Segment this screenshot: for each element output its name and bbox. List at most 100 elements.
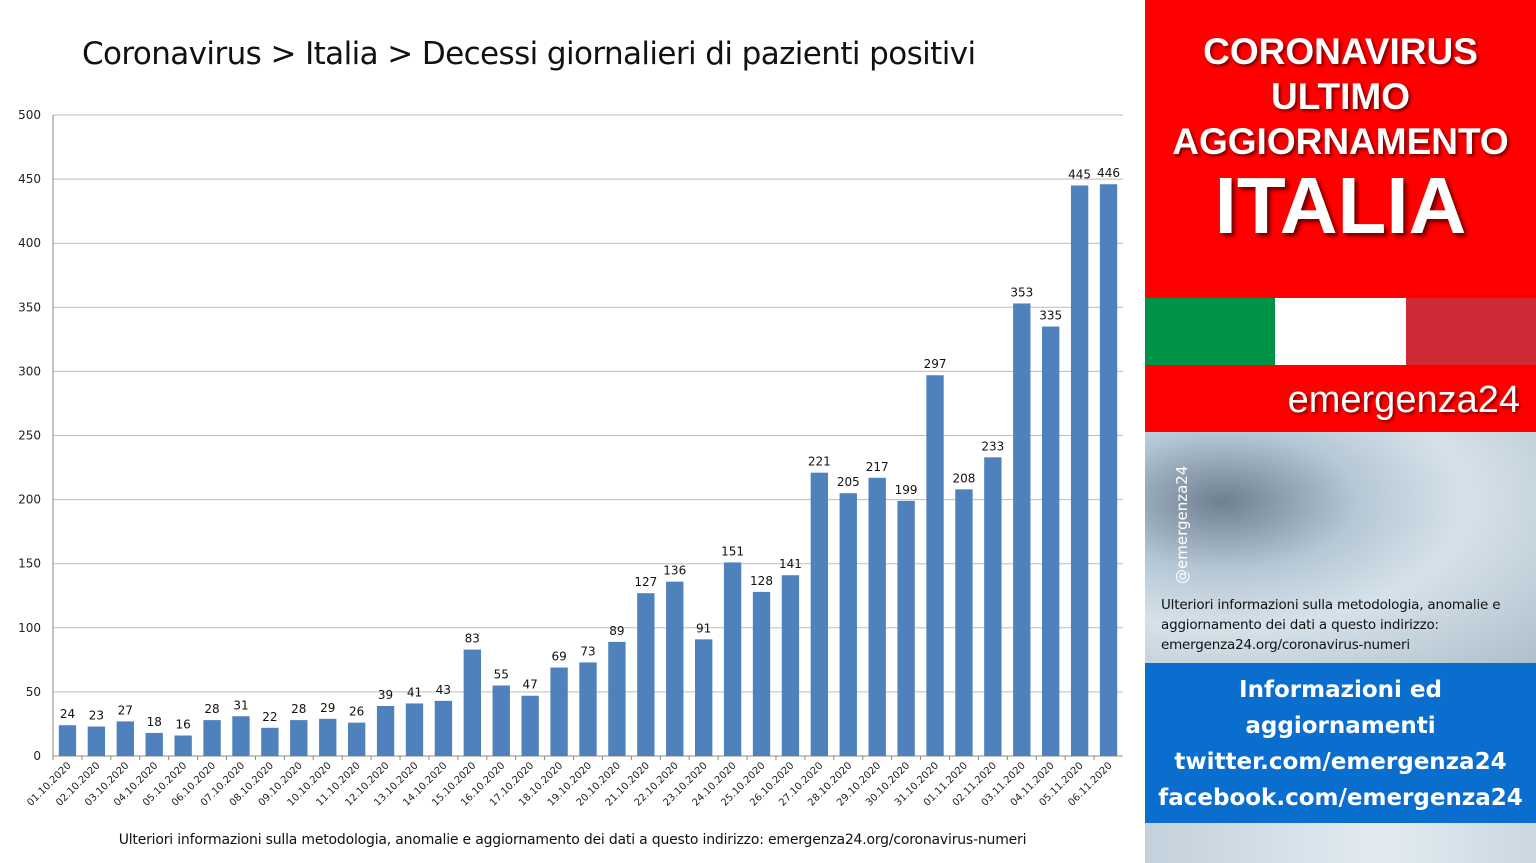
twitter-link[interactable]: twitter.com/emergenza24: [1174, 749, 1507, 775]
bar: [261, 727, 279, 756]
data-label: 28: [204, 702, 219, 716]
data-label: 18: [147, 715, 162, 729]
bar: [897, 500, 915, 756]
flag-green-stripe: [1145, 298, 1276, 365]
headline-line: AGGIORNAMENTO: [1172, 121, 1509, 162]
bar: [695, 639, 713, 756]
data-label: 217: [866, 460, 889, 474]
flag-red-stripe: [1405, 298, 1536, 365]
data-label: 151: [721, 544, 744, 558]
bar: [145, 732, 163, 756]
y-tick-label: 400: [18, 236, 41, 250]
bar: [984, 457, 1002, 756]
data-label: 23: [89, 709, 104, 723]
y-tick-label: 0: [33, 749, 41, 763]
data-label: 128: [750, 574, 773, 588]
footnote: Ulteriori informazioni sulla metodologia…: [118, 832, 1027, 848]
data-label: 41: [407, 685, 422, 699]
bar: [319, 718, 337, 756]
y-tick-label: 50: [26, 685, 41, 699]
bar: [492, 685, 510, 756]
bar: [1070, 185, 1089, 756]
bar: [116, 721, 134, 756]
bar: [839, 493, 857, 756]
y-tick-label: 450: [18, 172, 41, 186]
data-label: 141: [779, 557, 802, 571]
bar: [868, 477, 886, 756]
data-label: 127: [634, 575, 657, 589]
brand-name: emergenza24: [1145, 365, 1536, 432]
data-label: 221: [808, 455, 831, 469]
bar: [781, 575, 800, 756]
bar: [810, 472, 829, 756]
data-label: 297: [924, 357, 947, 371]
data-label: 31: [233, 698, 248, 712]
social-handle: @emergenza24: [1173, 465, 1191, 584]
data-label: 73: [580, 644, 595, 658]
bar: [608, 641, 626, 756]
bar: [434, 700, 453, 756]
info-line: aggiornamenti: [1245, 713, 1436, 739]
data-label: 47: [523, 678, 538, 692]
y-tick-label: 500: [18, 108, 41, 122]
data-label: 27: [118, 703, 133, 717]
bar: [347, 722, 366, 756]
bar: [666, 581, 684, 756]
bar: [87, 726, 106, 756]
data-label: 445: [1068, 168, 1091, 182]
headline-line: ULTIMO: [1270, 76, 1411, 117]
headline-banner: CORONAVIRUS ULTIMO AGGIORNAMENTO ITALIA: [1145, 0, 1536, 298]
data-label: 335: [1039, 309, 1062, 323]
bar: [1042, 326, 1060, 756]
data-label: 29: [320, 701, 335, 715]
bar: [232, 716, 250, 756]
bar: [174, 735, 192, 756]
background-photo: @emergenza24 Ulteriori informazioni sull…: [1145, 432, 1536, 663]
data-label: 91: [696, 621, 711, 635]
data-label: 55: [494, 667, 509, 681]
data-label: 208: [952, 471, 975, 485]
chart-title: Coronavirus > Italia > Decessi giornalie…: [82, 36, 976, 72]
y-tick-label: 100: [18, 621, 41, 635]
bar: [926, 375, 944, 756]
flag-white-stripe: [1275, 298, 1406, 365]
y-tick-label: 250: [18, 429, 41, 443]
bar: [521, 695, 539, 756]
data-label: 89: [609, 624, 624, 638]
chart-panel: Coronavirus > Italia > Decessi giornalie…: [18, 36, 1123, 848]
methodology-note: Ulteriori informazioni sulla metodologia…: [1161, 597, 1501, 653]
y-tick-label: 350: [18, 300, 41, 314]
y-tick-label: 300: [18, 364, 41, 378]
bar: [723, 562, 742, 756]
data-label: 233: [981, 439, 1004, 453]
data-label: 43: [436, 683, 451, 697]
data-label: 446: [1097, 166, 1120, 180]
data-label: 199: [895, 483, 918, 497]
bar-chart: 0501001502002503003504004505002401.10.20…: [18, 108, 1123, 809]
info-box: Informazioni ed aggiornamenti twitter.co…: [1145, 663, 1536, 823]
bar: [550, 667, 568, 756]
bar: [463, 649, 481, 756]
data-label: 24: [60, 707, 75, 721]
bar: [752, 591, 771, 756]
info-line: Informazioni ed: [1239, 677, 1442, 703]
bar: [376, 706, 395, 756]
data-label: 26: [349, 705, 364, 719]
y-tick-label: 200: [18, 493, 41, 507]
sidebar: CORONAVIRUS ULTIMO AGGIORNAMENTO ITALIA …: [1145, 0, 1536, 863]
bar: [203, 720, 221, 756]
bar: [579, 662, 597, 756]
facebook-link[interactable]: facebook.com/emergenza24: [1158, 785, 1523, 811]
data-label: 28: [291, 702, 306, 716]
bar: [405, 703, 424, 756]
data-label: 69: [551, 650, 566, 664]
bar: [955, 489, 973, 756]
data-label: 353: [1010, 285, 1033, 299]
y-tick-label: 150: [18, 557, 41, 571]
bar: [58, 725, 77, 756]
country-title: ITALIA: [1214, 161, 1467, 250]
data-label: 16: [175, 717, 190, 731]
data-label: 39: [378, 688, 393, 702]
data-label: 22: [262, 710, 277, 724]
italian-flag: [1145, 298, 1536, 365]
